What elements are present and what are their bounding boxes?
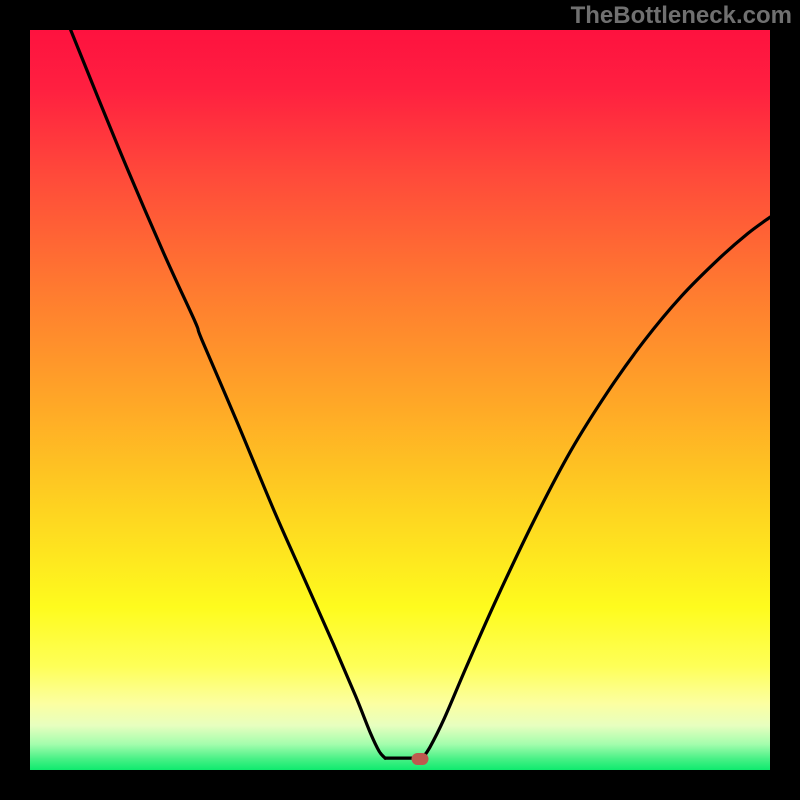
plot-area bbox=[30, 30, 770, 770]
watermark-text: TheBottleneck.com bbox=[571, 2, 792, 30]
bottleneck-curve bbox=[30, 30, 770, 770]
optimal-point-marker bbox=[411, 753, 428, 765]
